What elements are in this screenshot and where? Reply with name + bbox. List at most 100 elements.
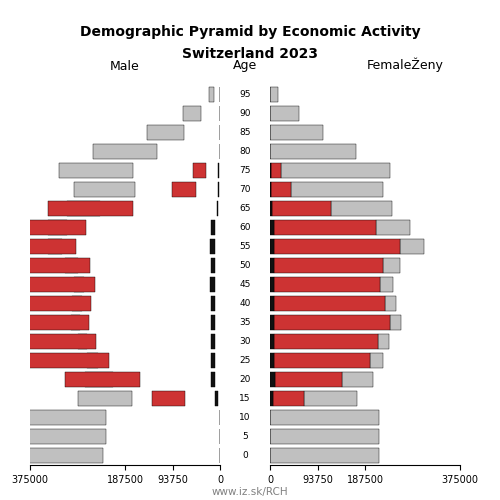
Text: 55: 55 <box>240 242 251 251</box>
Bar <box>210 277 215 292</box>
Bar <box>270 87 278 102</box>
Bar <box>211 353 216 368</box>
Bar <box>270 201 272 216</box>
Bar <box>270 429 379 444</box>
Text: 60: 60 <box>240 223 251 232</box>
Bar <box>209 87 214 102</box>
Bar <box>380 277 394 292</box>
Text: 75: 75 <box>240 166 251 175</box>
Text: 50: 50 <box>240 261 251 270</box>
Bar <box>0 315 89 330</box>
Bar <box>48 239 62 254</box>
Bar <box>270 258 274 273</box>
Text: www.iz.sk/RCH: www.iz.sk/RCH <box>212 487 288 497</box>
Text: 80: 80 <box>240 147 251 156</box>
Bar <box>210 239 215 254</box>
Bar <box>218 182 219 197</box>
Bar <box>66 372 140 387</box>
Text: 25: 25 <box>240 356 250 365</box>
Text: Switzerland 2023: Switzerland 2023 <box>182 48 318 62</box>
Bar <box>272 391 304 406</box>
Bar <box>216 391 218 406</box>
Text: Demographic Pyramid by Economic Activity: Demographic Pyramid by Economic Activity <box>80 25 420 39</box>
Bar <box>0 410 106 425</box>
Bar <box>152 391 185 406</box>
Bar <box>86 353 98 368</box>
Text: 90: 90 <box>240 109 251 118</box>
Text: 15: 15 <box>240 394 251 403</box>
Bar <box>270 106 300 121</box>
Bar <box>217 201 218 216</box>
Text: 0: 0 <box>242 451 248 460</box>
Bar <box>172 182 196 197</box>
Bar <box>274 220 376 235</box>
Text: 45: 45 <box>240 280 250 289</box>
Bar <box>271 182 291 197</box>
Bar <box>147 125 184 140</box>
Bar <box>78 391 132 406</box>
Bar <box>0 239 76 254</box>
Bar <box>70 315 80 330</box>
Text: 40: 40 <box>240 299 250 308</box>
Bar <box>59 163 132 178</box>
Bar <box>270 220 274 235</box>
Bar <box>193 163 206 178</box>
Bar <box>280 163 390 178</box>
Bar <box>270 315 274 330</box>
Bar <box>383 258 400 273</box>
Bar <box>270 182 271 197</box>
Bar <box>211 372 216 387</box>
Bar <box>48 220 67 235</box>
Bar <box>84 372 112 387</box>
Text: 5: 5 <box>242 432 248 441</box>
Bar <box>376 220 410 235</box>
Bar <box>74 182 135 197</box>
Bar <box>291 182 383 197</box>
Bar <box>274 239 400 254</box>
Bar <box>270 372 275 387</box>
Bar <box>0 220 86 235</box>
Bar <box>270 125 323 140</box>
Bar <box>274 353 370 368</box>
Bar <box>0 429 106 444</box>
Bar <box>272 201 332 216</box>
Text: 35: 35 <box>240 318 251 327</box>
Bar <box>0 448 104 463</box>
Bar <box>218 163 219 178</box>
Bar <box>270 277 274 292</box>
Bar <box>0 258 90 273</box>
Bar <box>270 163 280 178</box>
Text: Age: Age <box>233 60 257 72</box>
Bar <box>342 372 374 387</box>
Bar <box>270 448 379 463</box>
Bar <box>211 334 216 349</box>
Bar <box>211 296 216 311</box>
Text: FemaleŽeny: FemaleŽeny <box>366 58 444 72</box>
Bar <box>78 334 88 349</box>
Bar <box>270 239 274 254</box>
Text: 85: 85 <box>240 128 251 137</box>
Text: 10: 10 <box>240 413 251 422</box>
Bar <box>0 277 94 292</box>
Text: 70: 70 <box>240 185 251 194</box>
Bar <box>182 106 202 121</box>
Bar <box>304 391 357 406</box>
Bar <box>2 353 109 368</box>
Bar <box>94 144 156 159</box>
Bar <box>270 144 356 159</box>
Text: 30: 30 <box>240 337 251 346</box>
Bar <box>211 220 216 235</box>
Text: Male: Male <box>110 60 140 72</box>
Bar <box>270 353 274 368</box>
Bar <box>274 334 378 349</box>
Bar <box>274 258 383 273</box>
Bar <box>211 315 216 330</box>
Bar <box>0 296 92 311</box>
Bar <box>211 258 216 273</box>
Bar <box>400 239 424 254</box>
Bar <box>68 201 100 216</box>
Bar <box>74 277 85 292</box>
Bar <box>274 296 384 311</box>
Bar <box>72 296 82 311</box>
Bar <box>378 334 389 349</box>
